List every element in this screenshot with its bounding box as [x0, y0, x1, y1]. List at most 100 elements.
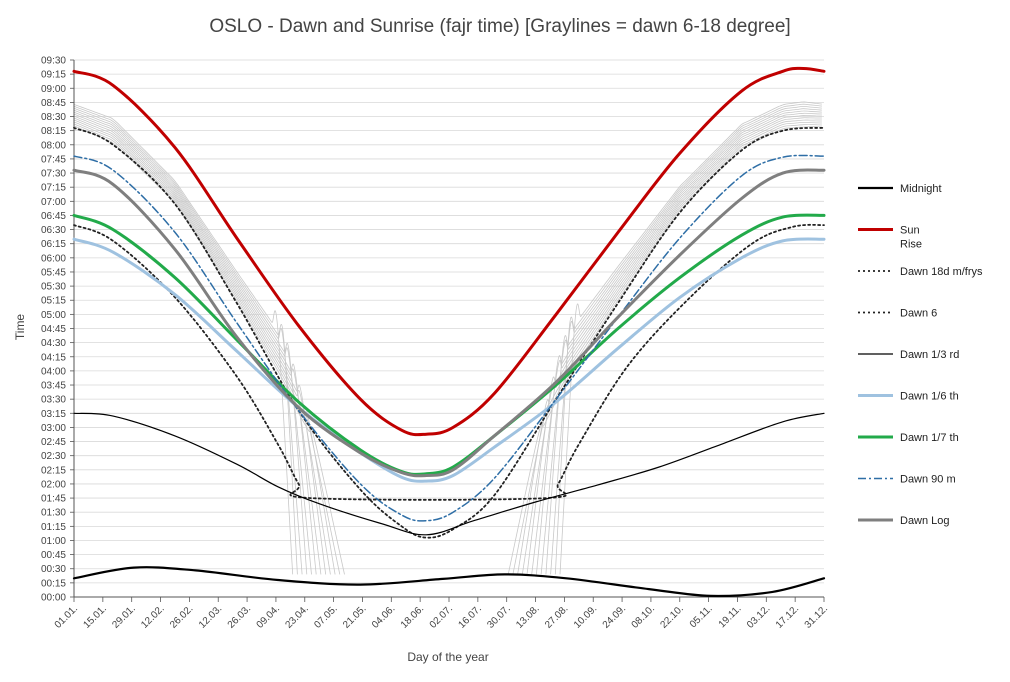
- gray-dawn-line: [545, 108, 822, 575]
- y-tick-label: 09:30: [41, 56, 66, 67]
- y-tick-label: 01:30: [41, 508, 66, 519]
- gray-dawn-line: [526, 117, 822, 575]
- y-tick-label: 02:15: [41, 465, 66, 476]
- x-tick-label: 01.01.: [53, 603, 80, 630]
- grid: [74, 59, 824, 598]
- x-tick-label: 13.08.: [514, 603, 541, 630]
- legend-label: Dawn Log: [900, 515, 950, 527]
- gray-dawn-line: [521, 119, 822, 575]
- y-tick-label: 00:30: [41, 564, 66, 575]
- y-tick-label: 02:00: [41, 479, 66, 490]
- series-line-dawn-1-3-rd: [73, 412, 825, 536]
- x-tick-label: 30.07.: [485, 603, 512, 630]
- legend-label: Dawn 18d m/frys: [900, 266, 983, 278]
- y-tick-label: 06:45: [41, 211, 66, 222]
- series-line-midnight: [72, 566, 826, 598]
- x-tick-label: 03.12.: [745, 603, 772, 630]
- y-tick-label: 07:00: [41, 197, 66, 208]
- y-tick-label: 04:30: [41, 338, 66, 349]
- legend-label: Midnight: [900, 183, 942, 195]
- x-tick-label: 31.12.: [803, 603, 830, 630]
- y-tick-label: 04:00: [41, 366, 66, 377]
- chart-title: OSLO - Dawn and Sunrise (fajr time) [Gra…: [209, 16, 790, 37]
- x-tick-label: 10.09.: [572, 603, 599, 630]
- y-tick-label: 08:30: [41, 112, 66, 123]
- x-tick-label: 12.03.: [197, 603, 224, 630]
- series-line-dawn-log: [72, 168, 826, 478]
- y-tick-label: 07:15: [41, 183, 66, 194]
- gray-dawn-line: [540, 110, 822, 575]
- x-tick-label: 05.11.: [688, 603, 715, 630]
- x-tick-label: 09.04.: [255, 603, 282, 630]
- y-tick-label: 08:00: [41, 140, 66, 151]
- y-tick-label: 05:45: [41, 267, 66, 278]
- y-tick-label: 02:45: [41, 437, 66, 448]
- y-tick-label: 02:30: [41, 451, 66, 462]
- gray-dawn-line: [73, 117, 327, 575]
- y-tick-label: 06:30: [41, 225, 66, 236]
- legend-label: Dawn 1/7 th: [900, 432, 959, 444]
- x-tick-label: 07.05.: [312, 603, 339, 630]
- series-line-dawn-90-m: [73, 154, 825, 522]
- gray-dawn-line: [73, 107, 303, 575]
- x-tick-label: 26.03.: [226, 603, 253, 630]
- x-tick-label: 27.08.: [543, 603, 570, 630]
- x-tick-label: 24.09.: [601, 603, 628, 630]
- y-tick-label: 05:30: [41, 282, 66, 293]
- x-axis-title: Day of the year: [407, 650, 488, 664]
- gray-dawn-line: [554, 103, 822, 575]
- y-tick-label: 03:00: [41, 423, 66, 434]
- y-tick-label: 08:45: [41, 98, 66, 109]
- gray-dawn-line: [531, 115, 822, 575]
- x-tick-label: 02.07.: [428, 603, 455, 630]
- legend-label: Dawn 6: [900, 308, 937, 320]
- x-tick-label: 23.04.: [283, 603, 310, 630]
- gray-dawn-line: [73, 121, 336, 575]
- gray-dawn-line: [73, 125, 345, 575]
- legend-label: Rise: [900, 239, 922, 251]
- x-tick-label: 18.06.: [399, 603, 426, 630]
- series-line-dawn-1-6-th: [72, 237, 826, 483]
- x-tick-label: 21.05.: [341, 603, 368, 630]
- x-tick-label: 26.02.: [168, 603, 195, 630]
- y-tick-label: 07:45: [41, 154, 66, 165]
- y-tick-label: 01:15: [41, 522, 66, 533]
- y-tick-label: 05:15: [41, 296, 66, 307]
- y-tick-label: 03:30: [41, 395, 66, 406]
- y-tick-label: 00:45: [41, 550, 66, 561]
- x-tick-label: 29.01.: [110, 603, 137, 630]
- y-tick-label: 04:15: [41, 352, 66, 363]
- gray-dawn-lines: [73, 101, 822, 575]
- y-tick-label: 07:30: [41, 169, 66, 180]
- y-tick-label: 08:15: [41, 126, 66, 137]
- axes: 00:00 00:15 00:30 00:45 01:00 01:15 01:30 01:45…: [41, 56, 830, 631]
- series-group: [72, 66, 826, 598]
- gray-dawn-line: [536, 112, 822, 575]
- x-tick-label: 19.11.: [717, 603, 744, 630]
- legend: Midnight Sun Rise Dawn 18d m/frys Dawn 6 Dawn…: [858, 183, 983, 527]
- x-tick-label: 22.10.: [658, 603, 685, 630]
- legend-label: Dawn 1/6 th: [900, 391, 959, 403]
- y-tick-label: 01:45: [41, 494, 66, 505]
- gray-dawn-line: [73, 105, 298, 575]
- x-tick-label: 04.06.: [370, 603, 397, 630]
- gray-dawn-line: [73, 104, 294, 575]
- y-tick-label: 05:00: [41, 310, 66, 321]
- gray-dawn-line: [517, 121, 822, 575]
- series-line-sun-rise: [72, 66, 826, 437]
- x-tick-label: 16.07.: [457, 603, 484, 630]
- x-tick-label: 17.12.: [774, 603, 801, 630]
- y-tick-label: 04:45: [41, 324, 66, 335]
- y-tick-label: 09:15: [41, 70, 66, 81]
- y-tick-label: 01:00: [41, 536, 66, 547]
- y-tick-label: 00:00: [41, 593, 66, 604]
- y-tick-label: 00:15: [41, 578, 66, 589]
- gray-dawn-line: [73, 119, 331, 575]
- y-axis-title: Time: [13, 314, 27, 341]
- x-tick-label: 15.01.: [82, 603, 109, 630]
- y-tick-label: 06:15: [41, 239, 66, 250]
- gray-dawn-line: [73, 109, 308, 575]
- y-tick-label: 06:00: [41, 253, 66, 264]
